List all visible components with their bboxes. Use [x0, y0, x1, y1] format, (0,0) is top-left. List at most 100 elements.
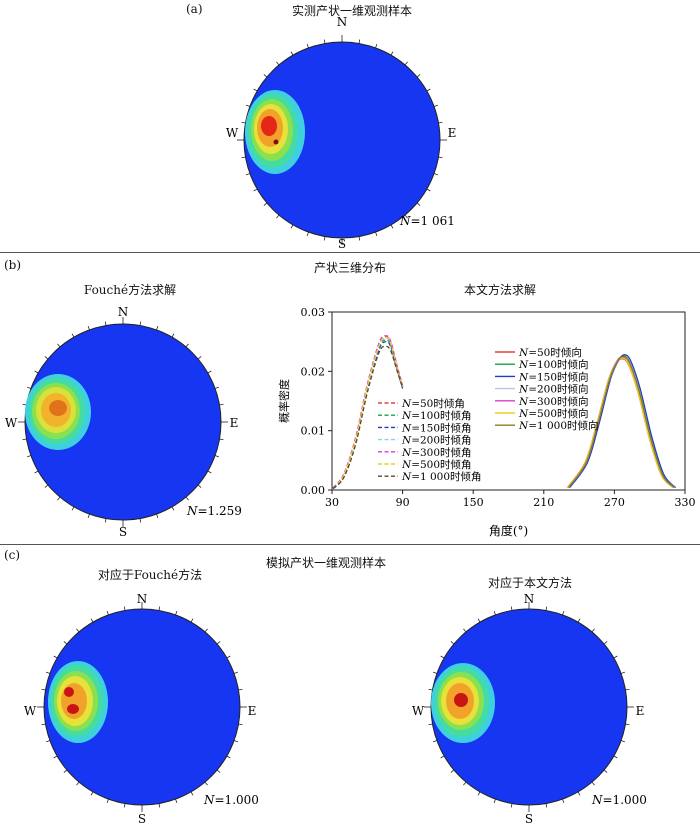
rim-tick — [226, 655, 231, 659]
rim-tick — [22, 438, 27, 441]
legend-label: N=500时倾向 — [518, 407, 589, 420]
legend-label: N=150时倾向 — [518, 370, 589, 383]
rim-tick — [375, 231, 378, 236]
rim-tick — [493, 611, 496, 616]
panel-c-right-title: 对应于本文方法 — [487, 576, 572, 590]
rim-tick — [63, 769, 68, 773]
rim-tick — [591, 781, 595, 786]
legend-direction: N=50时倾向N=100时倾向N=150时倾向N=200时倾向N=300时倾向N… — [495, 346, 599, 432]
series-line-dir-150 — [569, 354, 677, 489]
stereonet-disc — [237, 35, 447, 245]
x-tick-label: 210 — [533, 496, 554, 509]
rim-tick — [57, 496, 61, 501]
legend-label: N=1 000时倾向 — [518, 419, 599, 432]
series-line-dir-500 — [566, 357, 674, 489]
rim-tick — [358, 236, 361, 241]
rim-tick — [438, 121, 443, 124]
north-label: N — [524, 592, 535, 606]
east-label: E — [230, 416, 239, 430]
rim-tick — [214, 455, 219, 458]
rim-tick — [545, 803, 548, 808]
rim-tick — [450, 769, 455, 773]
rim-tick — [510, 803, 513, 808]
rim-tick — [185, 343, 189, 348]
stereonet-sim-ours: N S W E N=1.000 — [390, 585, 680, 829]
rim-tick — [440, 755, 445, 759]
rim-tick — [44, 356, 49, 360]
north-label: N — [337, 15, 348, 29]
south-label: S — [138, 812, 146, 825]
rim-tick — [577, 618, 581, 623]
rim-tick — [450, 641, 455, 645]
panel-b-left-title: Fouché方法求解 — [83, 283, 177, 297]
panel-b-tag: (b) — [4, 258, 22, 272]
density-cluster — [48, 661, 108, 743]
rim-tick — [613, 755, 618, 759]
south-label: S — [338, 237, 346, 251]
rim-tick — [104, 321, 107, 326]
rim-tick — [290, 51, 294, 56]
rim-tick — [214, 386, 219, 389]
sample-count-label: N=1.000 — [591, 793, 647, 807]
series-line-dir-1000 — [567, 355, 675, 489]
legend-label: N=50时倾向 — [518, 346, 582, 359]
rim-tick — [433, 671, 438, 674]
rim-tick — [139, 321, 142, 326]
divider-b-c — [0, 544, 700, 545]
panel-b-title: 产状三维分布 — [313, 261, 386, 275]
sample-count-label: N=1.259 — [186, 504, 242, 518]
x-tick-label: 90 — [396, 496, 410, 509]
rim-tick — [477, 791, 481, 796]
x-tick-label: 330 — [675, 496, 696, 509]
rim-tick — [158, 803, 161, 808]
y-tick-label: 0.00 — [301, 484, 326, 497]
rim-tick — [426, 88, 431, 92]
rim-tick — [625, 688, 630, 691]
x-axis-title: 角度(°) — [489, 523, 528, 538]
rim-tick — [390, 51, 394, 56]
rim-tick — [171, 506, 175, 511]
rim-tick — [34, 470, 39, 474]
rim-tick — [246, 173, 251, 176]
rim-tick — [123, 803, 126, 808]
rim-tick — [358, 39, 361, 44]
rim-tick — [216, 769, 221, 773]
rim-tick — [87, 326, 90, 331]
rim-tick — [290, 224, 294, 229]
rim-tick — [238, 723, 243, 726]
rim-tick — [433, 740, 438, 743]
series-line-dip-300 — [332, 335, 404, 489]
rim-tick — [404, 61, 408, 66]
rim-tick — [440, 655, 445, 659]
rim-tick — [306, 44, 309, 49]
rim-tick — [219, 438, 224, 441]
rim-tick — [463, 781, 467, 786]
rim-tick — [207, 370, 212, 374]
legend-label: N=300时倾角 — [401, 446, 472, 459]
west-label: W — [5, 416, 18, 430]
rim-tick — [238, 688, 243, 691]
stereonet-disc — [424, 602, 634, 812]
legend-label: N=100时倾向 — [518, 358, 589, 371]
x-tick-label: 150 — [463, 496, 484, 509]
rim-tick — [306, 231, 309, 236]
rim-tick — [104, 518, 107, 523]
rim-tick — [34, 370, 39, 374]
panel-c-left-title: 对应于Fouché方法 — [97, 568, 203, 582]
rim-tick — [53, 755, 58, 759]
rim-tick — [156, 513, 159, 518]
rim-tick — [253, 188, 258, 192]
y-tick-label: 0.02 — [301, 365, 326, 378]
rim-tick — [71, 333, 75, 338]
rim-tick — [76, 781, 80, 786]
rim-tick — [175, 798, 178, 803]
stereonet-sim-ours-svg: N S W E N=1.000 — [412, 592, 647, 826]
rim-tick — [204, 628, 208, 633]
legend-label: N=300时倾向 — [518, 395, 589, 408]
x-tick-label: 270 — [604, 496, 625, 509]
legend-label: N=500时倾角 — [401, 458, 472, 471]
rim-tick — [241, 156, 246, 159]
rim-tick — [263, 74, 268, 78]
x-tick-label: 30 — [325, 496, 339, 509]
rim-tick — [323, 39, 326, 44]
